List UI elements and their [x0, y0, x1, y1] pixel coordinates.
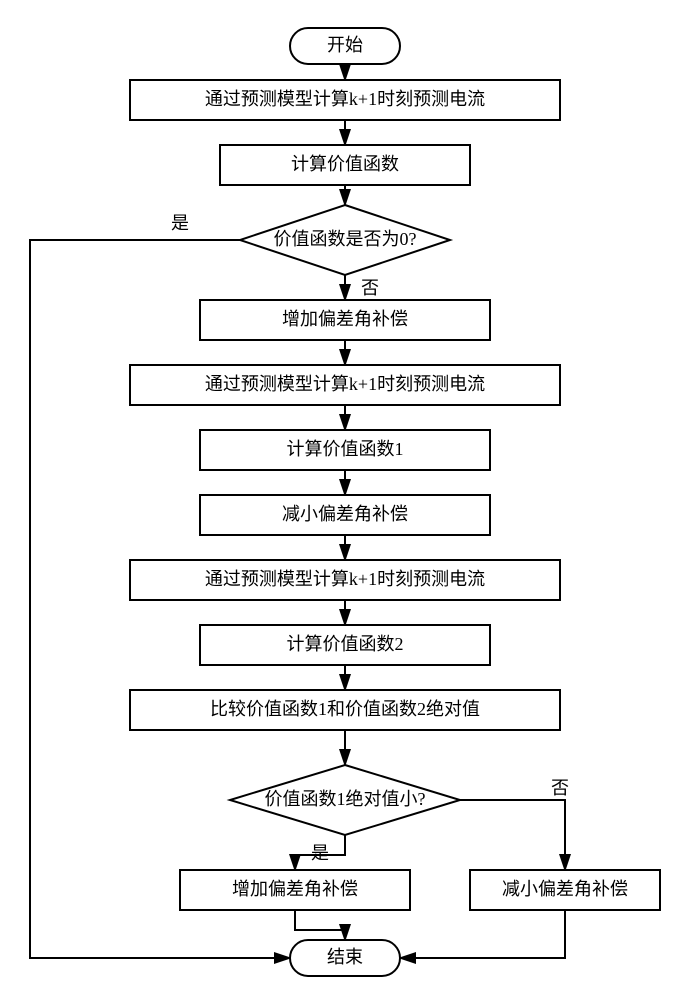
terminator-label: 开始: [327, 35, 363, 55]
process-label: 计算价值函数: [291, 154, 399, 174]
process-label: 增加偏差角补偿: [282, 309, 408, 329]
process-label: 比较价值函数1和价值函数2绝对值: [210, 699, 480, 719]
process-n4: 通过预测模型计算k+1时刻预测电流: [130, 365, 560, 405]
nodes: 开始通过预测模型计算k+1时刻预测电流计算价值函数价值函数是否为0? 增加偏差角补…: [130, 28, 660, 976]
edge-15: [400, 910, 565, 958]
process-n7: 通过预测模型计算k+1时刻预测电流: [130, 560, 560, 600]
process-label: 通过预测模型计算k+1时刻预测电流: [205, 374, 485, 394]
process-n9: 比较价值函数1和价值函数2绝对值: [130, 690, 560, 730]
edge-13: [460, 800, 565, 870]
process-n6: 减小偏差角补偿: [200, 495, 490, 535]
process-n8: 计算价值函数2: [200, 625, 490, 665]
terminator-start: 开始: [290, 28, 400, 64]
process-label: 通过预测模型计算k+1时刻预测电流: [205, 89, 485, 109]
decision-label: 价值函数是否为0?: [274, 229, 417, 249]
process-label: 增加偏差角补偿: [232, 879, 358, 899]
edge-14: [295, 910, 345, 940]
decision-label: 价值函数1绝对值小?: [265, 789, 426, 809]
process-n2: 计算价值函数: [220, 145, 470, 185]
edge-label: 是: [171, 213, 189, 233]
process-label: 减小偏差角补偿: [502, 879, 628, 899]
process-n10: 增加偏差角补偿: [180, 870, 410, 910]
process-label: 计算价值函数2: [287, 634, 404, 654]
terminator-label: 结束: [327, 947, 363, 967]
process-label: 减小偏差角补偿: [282, 504, 408, 524]
process-label: 计算价值函数1: [287, 439, 404, 459]
decision-d1: 价值函数是否为0?: [240, 205, 450, 275]
process-n11: 减小偏差角补偿: [470, 870, 660, 910]
process-label: 通过预测模型计算k+1时刻预测电流: [205, 569, 485, 589]
edge-label: 否: [361, 278, 379, 298]
edge-label: 否: [551, 778, 569, 798]
edge-label: 是: [311, 843, 329, 863]
terminator-end: 结束: [290, 940, 400, 976]
process-n1: 通过预测模型计算k+1时刻预测电流: [130, 80, 560, 120]
process-n3: 增加偏差角补偿: [200, 300, 490, 340]
decision-d2: 价值函数1绝对值小?: [230, 765, 460, 835]
process-n5: 计算价值函数1: [200, 430, 490, 470]
